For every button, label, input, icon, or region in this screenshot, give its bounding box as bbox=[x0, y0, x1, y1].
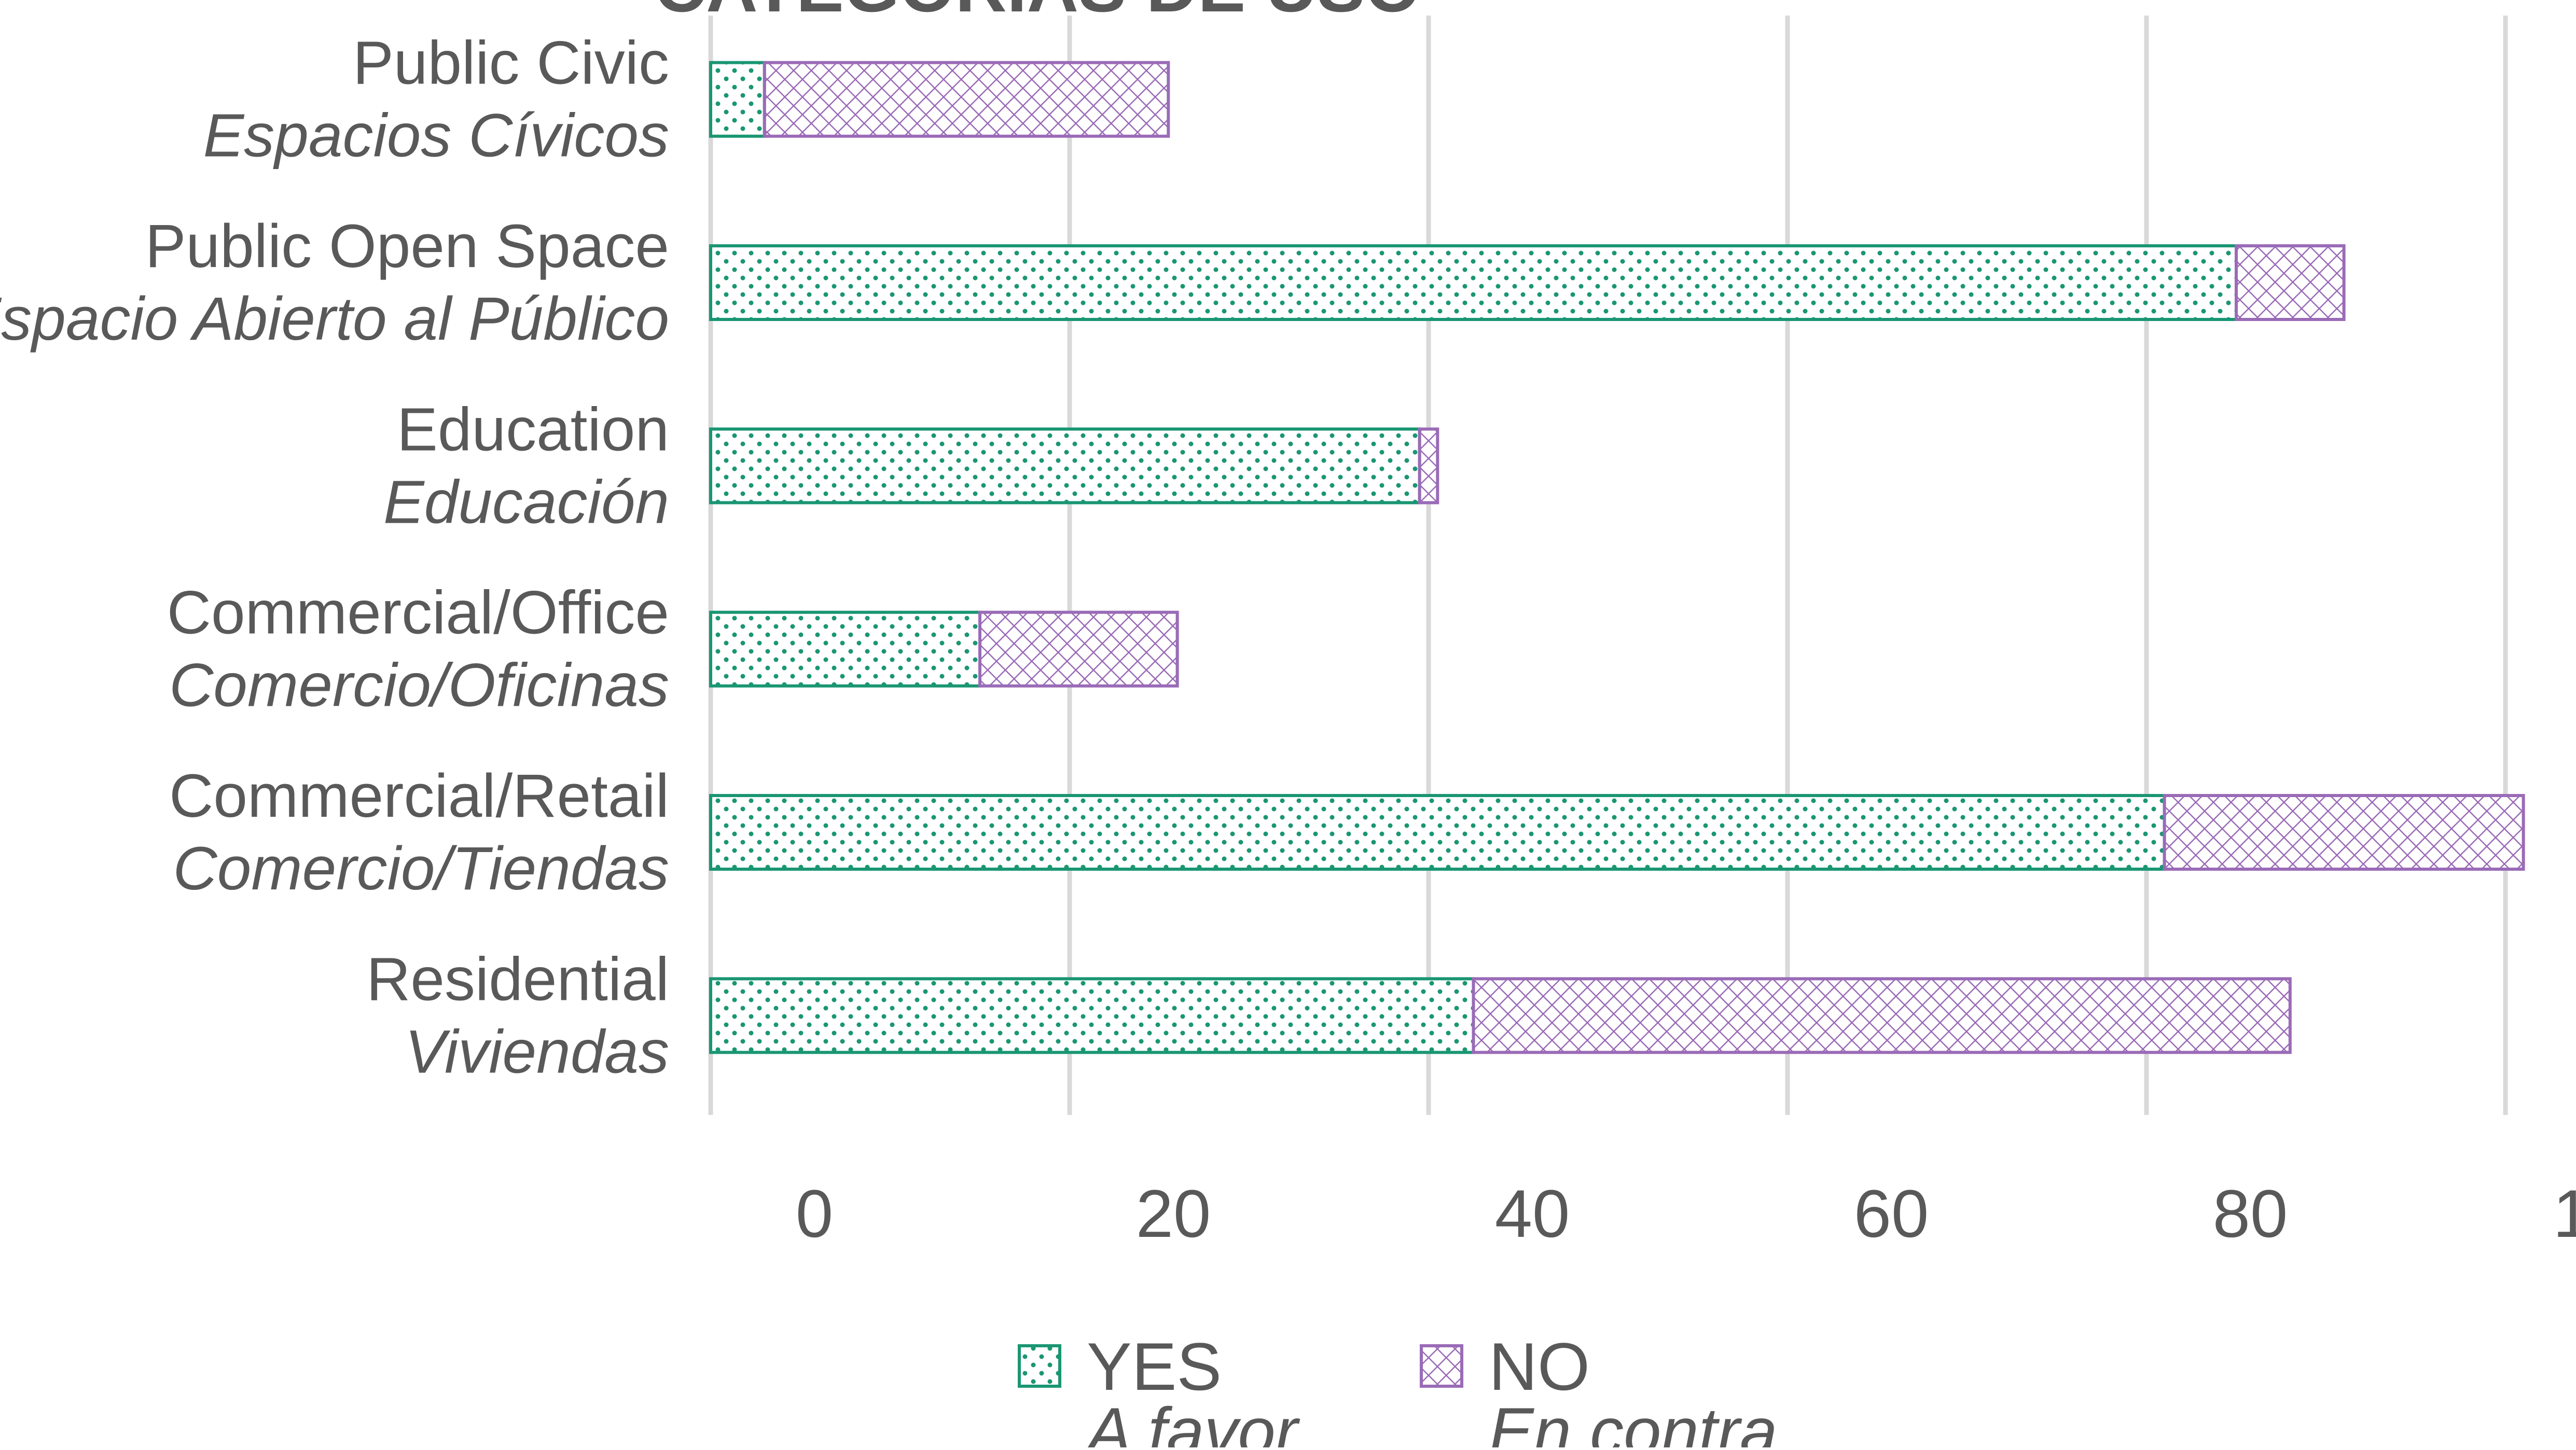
bar-no bbox=[763, 61, 1170, 138]
legend-sublabel-yes: A favor bbox=[1083, 1393, 1300, 1447]
bar-yes bbox=[709, 977, 1475, 1054]
bar-no bbox=[2235, 244, 2346, 321]
category-label: Commercial/Retail bbox=[169, 762, 669, 830]
bar-yes bbox=[709, 427, 1421, 505]
bar-no bbox=[1418, 427, 1439, 505]
x-tick-label: 80 bbox=[2213, 1176, 2288, 1251]
bar-yes bbox=[709, 610, 981, 688]
x-tick-label: 20 bbox=[1136, 1176, 1211, 1251]
category-label: Education bbox=[397, 395, 669, 464]
legend-label-yes: YES bbox=[1087, 1329, 1222, 1404]
category-sublabel: Espacios Cívicos bbox=[203, 102, 669, 170]
bar-yes bbox=[709, 61, 766, 138]
legend-swatch-no bbox=[1420, 1344, 1463, 1388]
category-label: Public Open Space bbox=[145, 212, 669, 281]
bar-no bbox=[2163, 794, 2525, 871]
legend-sublabel-no: En contra bbox=[1489, 1393, 1777, 1447]
bar-yes bbox=[709, 794, 2166, 871]
bar-no bbox=[978, 610, 1179, 688]
category-sublabel: Educación bbox=[383, 468, 669, 536]
category-sublabel: Comercio/Tiendas bbox=[173, 834, 669, 903]
category-label: Residential bbox=[366, 945, 669, 1013]
category-sublabel: Espacio Abierto al Público bbox=[0, 285, 669, 353]
category-sublabel: Comercio/Oficinas bbox=[169, 651, 669, 720]
category-label: Public Civic bbox=[353, 29, 669, 97]
chart-title: CATEGORÍAS DE USO bbox=[654, 0, 1420, 27]
category-label: Commercial/Office bbox=[167, 579, 669, 647]
bar-yes bbox=[709, 244, 2238, 321]
x-tick-label: 100 bbox=[2553, 1176, 2576, 1251]
x-tick-label: 60 bbox=[1854, 1176, 1929, 1251]
legend-label-no: NO bbox=[1489, 1329, 1590, 1404]
x-tick-label: 40 bbox=[1495, 1176, 1570, 1251]
legend-swatch-yes bbox=[1018, 1344, 1061, 1388]
category-sublabel: Viviendas bbox=[405, 1017, 669, 1086]
x-tick-label: 0 bbox=[796, 1176, 833, 1251]
bar-no bbox=[1472, 977, 2292, 1054]
